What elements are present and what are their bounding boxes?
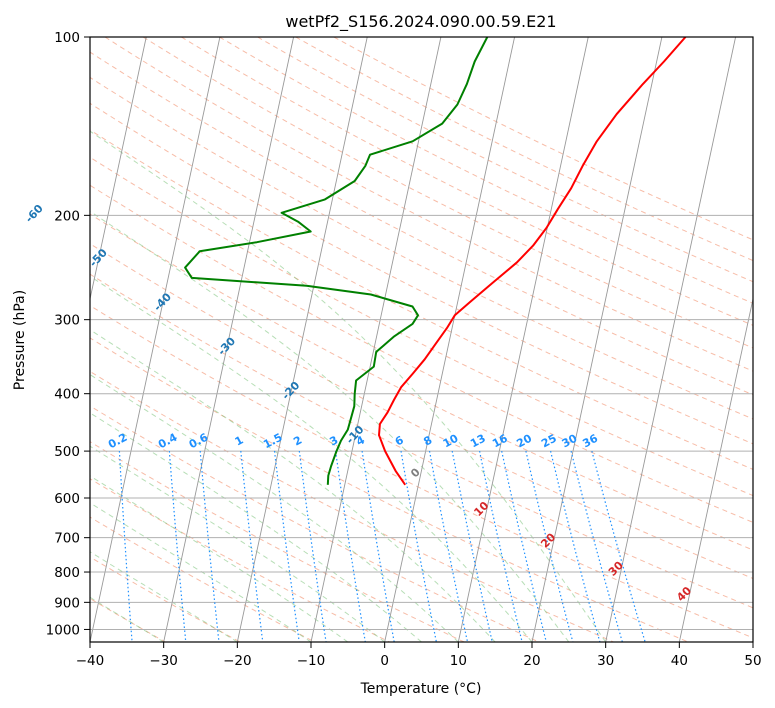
mixing-ratio-line [334,451,366,642]
mixing-ratio-line [298,451,327,642]
moist-adiabat [90,596,164,642]
mixing-ratio-label: 25 [539,432,559,451]
mixing-ratio-line [199,451,220,642]
mixing-ratio-label: 10 [441,432,461,451]
profile-lines [184,37,687,486]
y-axis-ticks: 100 200 300 400 500 600 700 800 900 1000 [46,30,90,638]
isotherm-line [0,37,73,642]
y-axis-label: Pressure (hPa) [12,290,28,390]
dry-adiabat [142,37,753,349]
x-tick-label: 30 [597,653,614,669]
y-tick-label: 700 [54,531,80,547]
mixing-ratio-line [240,451,264,642]
mixing-ratio-label: 20 [514,432,534,451]
moist-adiabat [90,475,349,642]
mixing-ratio-label: 30 [560,432,580,451]
mixing-ratio-line [525,450,574,642]
mixing-ratio-label: 36 [580,432,600,451]
mixing-ratio-label: 13 [468,432,488,451]
x-tick-label: 40 [671,653,688,669]
isotherm-line [163,37,295,642]
moist-adiabat [90,275,533,642]
x-tick-label: −40 [76,653,105,669]
moist-adiabat [90,412,422,642]
mixing-ratio-line [570,450,623,642]
dry-adiabat [295,37,753,262]
y-tick-label: 1000 [46,622,80,638]
mixing-ratio-line [118,451,133,642]
mixing-ratio-line [591,450,646,642]
x-axis-label: Temperature (°C) [360,681,482,697]
dry-adiabat [90,304,753,639]
y-tick-label: 400 [54,387,80,403]
moist-adiabat [90,210,570,642]
dry-adiabat [90,370,614,642]
mixing-ratio-line [501,450,547,642]
dry-adiabat [219,37,753,304]
isotherm-line [531,37,663,642]
plot-area [90,37,753,642]
x-axis-ticks: −40 −30 −20 −10 0 10 20 30 40 50 [76,642,762,669]
plot-frame [89,36,754,643]
dewpoint-profile [184,37,489,485]
y-tick-label: 600 [54,491,80,507]
chart-title: wetPf2_S156.2024.090.00.59.E21 [285,12,556,32]
dry-adiabat [90,273,753,609]
mixing-ratio-line [550,450,601,642]
y-tick-label: 300 [54,313,80,329]
dry-adiabat [90,51,753,396]
mixing-ratio-line [479,450,523,642]
mixing-ratio-line [168,451,187,642]
mixing-ratio-line [273,451,300,642]
mixing-ratio-line [428,450,469,642]
x-tick-label: −10 [297,653,326,669]
isotherm-line [90,37,221,642]
isotherm-line [384,37,516,642]
isotherm-line [678,296,753,642]
isotherm-line [605,37,737,642]
dry-adiabat [90,129,753,470]
dry-adiabat [90,405,540,642]
moist-adiabat [90,130,607,642]
x-tick-label: 10 [450,653,467,669]
background-lines [0,37,753,642]
dry-adiabat [90,213,753,551]
y-tick-label: 200 [54,208,80,224]
moist-adiabat [90,329,496,642]
mixing-ratio-label: 16 [490,432,510,451]
mixing-ratio-line [451,450,493,642]
y-tick-label: 100 [54,30,80,46]
dry-adiabat [104,37,753,372]
y-tick-label: 900 [54,595,80,611]
x-tick-label: −30 [149,653,178,669]
x-tick-label: 20 [523,653,540,669]
dry-adiabat [333,37,753,241]
dry-adiabat [90,156,753,497]
isotherm-line [457,37,589,642]
y-tick-label: 500 [54,444,80,460]
y-tick-label: 800 [54,565,80,581]
isotherm-line [90,37,147,302]
dry-adiabat [90,76,753,420]
isotherm-line [236,37,368,642]
temperature-profile [378,37,687,486]
x-tick-label: −20 [223,653,252,669]
dry-adiabat [90,478,390,642]
x-tick-label: 0 [380,653,389,669]
isotherm-line [752,639,753,642]
isotherm-label: -60 [23,202,46,226]
x-tick-label: 50 [744,653,761,669]
